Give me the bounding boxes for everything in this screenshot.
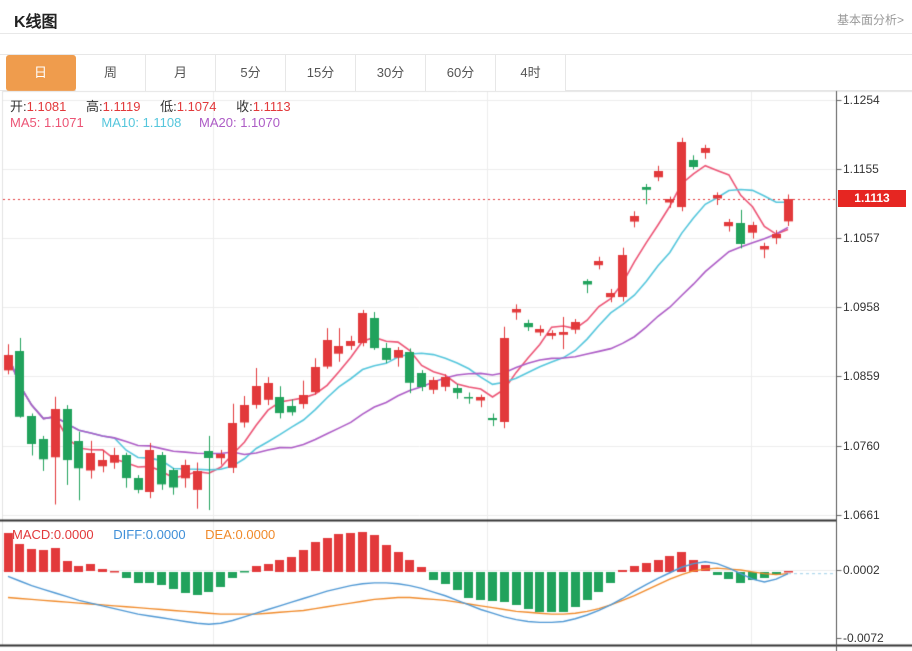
price-axis-label: 1.1254: [843, 93, 880, 107]
price-axis-label: 1.0958: [843, 300, 880, 315]
price-axis-label: 1.1155: [843, 162, 879, 177]
price-axis-label: 1.0661: [843, 508, 880, 522]
macd-axis-label: -0.0072: [843, 631, 884, 645]
price-axis-label: 1.1057: [843, 230, 880, 245]
price-axis-label: 1.0859: [843, 369, 880, 384]
price-axis-label: 1.0760: [843, 438, 880, 453]
macd-axis-label: 0.0002: [843, 563, 880, 577]
